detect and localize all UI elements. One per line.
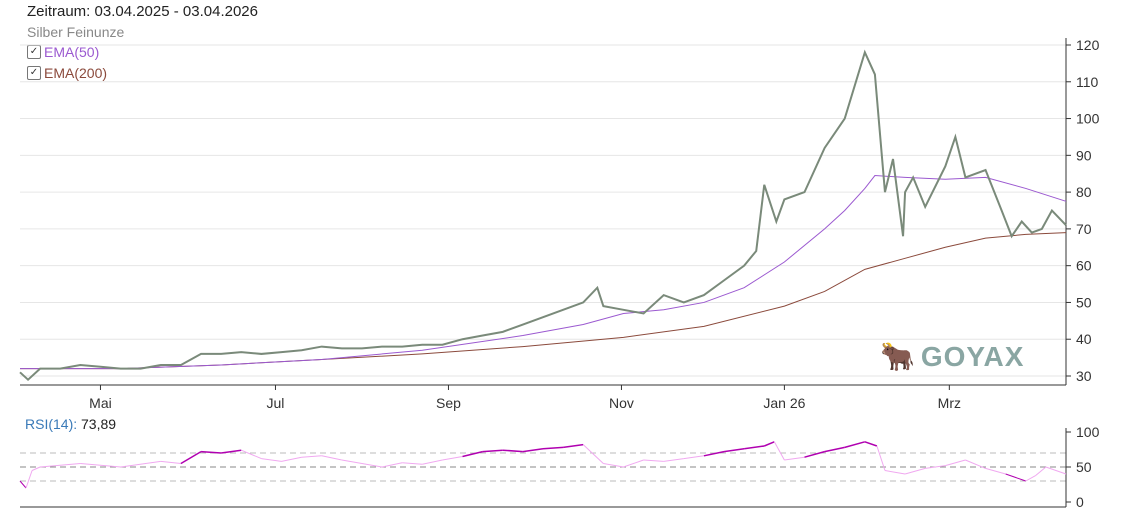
- legend-ema50[interactable]: ✓ EMA(50): [27, 44, 99, 60]
- rsi-segment: [1005, 473, 1026, 482]
- rsi-segment: [884, 470, 906, 475]
- x-tick-label: Mrz: [938, 395, 961, 411]
- x-tick-label: Jul: [267, 395, 285, 411]
- rsi-segment: [462, 450, 483, 458]
- rsi-segment: [402, 462, 423, 465]
- rsi-segment: [120, 460, 161, 468]
- rsi-segment: [582, 444, 604, 464]
- rsi-segment: [40, 463, 81, 468]
- x-tick-label: Sep: [436, 395, 461, 411]
- legend-ema200-label: EMA(200): [44, 65, 108, 81]
- x-tick-label: Nov: [609, 395, 634, 411]
- rsi-segment: [221, 449, 242, 454]
- rsi-segment: [744, 445, 765, 450]
- rsi-segment: [945, 459, 966, 467]
- rsi-segment: [876, 445, 886, 471]
- x-tick-label: Mai: [89, 395, 112, 411]
- rsi-segment: [422, 459, 443, 465]
- rsi-segment: [1025, 474, 1037, 482]
- rsi-segment: [844, 441, 866, 449]
- rsi-segment: [301, 455, 322, 458]
- rsi-segment: [773, 441, 785, 461]
- instrument-name: Silber Feinunze: [27, 24, 125, 40]
- rsi-segment: [723, 448, 745, 453]
- legend-ema200[interactable]: ✓ EMA(200): [27, 65, 107, 81]
- rsi-segment: [341, 459, 363, 464]
- y-tick-label: 40: [1076, 331, 1092, 347]
- rsi-y-tick-label: 100: [1076, 424, 1100, 440]
- y-tick-label: 110: [1076, 74, 1099, 90]
- rsi-segment: [925, 465, 946, 469]
- checkbox-icon[interactable]: ✓: [27, 66, 41, 80]
- y-tick-label: 30: [1076, 368, 1092, 384]
- x-tick-label: Jan 26: [763, 395, 805, 411]
- rsi-segment: [643, 459, 664, 462]
- rsi-segment: [985, 467, 1006, 475]
- rsi-segment: [80, 463, 121, 468]
- rsi-segment: [381, 462, 403, 468]
- rsi-segment: [1035, 466, 1047, 476]
- rsi-segment: [522, 448, 544, 453]
- rsi-segment: [200, 450, 222, 454]
- y-tick-label: 60: [1076, 258, 1092, 274]
- rsi-segment: [824, 446, 845, 453]
- rsi-segment: [482, 449, 503, 453]
- rsi-label: RSI(14): 73,89: [25, 416, 117, 432]
- rsi-segment: [784, 456, 805, 461]
- rsi-segment: [361, 463, 383, 468]
- rsi-segment: [663, 458, 684, 462]
- y-tick-label: 80: [1076, 184, 1092, 200]
- goyax-logo: 🐂 GOYAX: [880, 340, 1025, 373]
- rsi-segment: [281, 456, 302, 462]
- rsi-segment: [180, 450, 202, 465]
- rsi-segment: [542, 446, 564, 450]
- y-tick-label: 50: [1076, 294, 1092, 310]
- rsi-segment: [241, 449, 262, 460]
- rsi-segment: [19, 480, 27, 489]
- rsi-segment: [623, 459, 644, 468]
- rsi-segment: [261, 458, 282, 462]
- rsi-y-tick-label: 0: [1076, 494, 1084, 510]
- rsi-segment: [683, 455, 704, 460]
- y-tick-label: 120: [1076, 37, 1100, 53]
- rsi-segment: [160, 460, 181, 464]
- period-label: Zeitraum: 03.04.2025 - 03.04.2026: [27, 3, 258, 20]
- rsi-segment: [502, 449, 523, 453]
- rsi-segment: [703, 450, 725, 457]
- rsi-segment: [864, 441, 878, 447]
- rsi-segment: [603, 463, 624, 468]
- rsi-segment: [563, 443, 584, 449]
- rsi-value: 73,89: [81, 416, 117, 432]
- rsi-y-tick-label: 50: [1076, 459, 1092, 475]
- rsi-segment: [804, 450, 825, 458]
- series-ema-50-: [20, 175, 1067, 370]
- rsi-segment: [1045, 466, 1067, 475]
- rsi-segment: [31, 466, 41, 471]
- y-tick-label: 70: [1076, 221, 1092, 237]
- bull-icon: 🐂: [880, 341, 915, 372]
- y-tick-label: 90: [1076, 147, 1092, 163]
- y-tick-label: 100: [1076, 111, 1100, 127]
- rsi-segment: [321, 455, 342, 461]
- rsi-segment: [763, 441, 775, 447]
- rsi-segment: [965, 459, 986, 469]
- rsi-segment: [25, 470, 33, 489]
- series-silber-feinunze: [19, 49, 1067, 382]
- rsi-segment: [442, 456, 463, 461]
- legend-ema50-label: EMA(50): [44, 44, 100, 60]
- rsi-segment: [904, 467, 926, 475]
